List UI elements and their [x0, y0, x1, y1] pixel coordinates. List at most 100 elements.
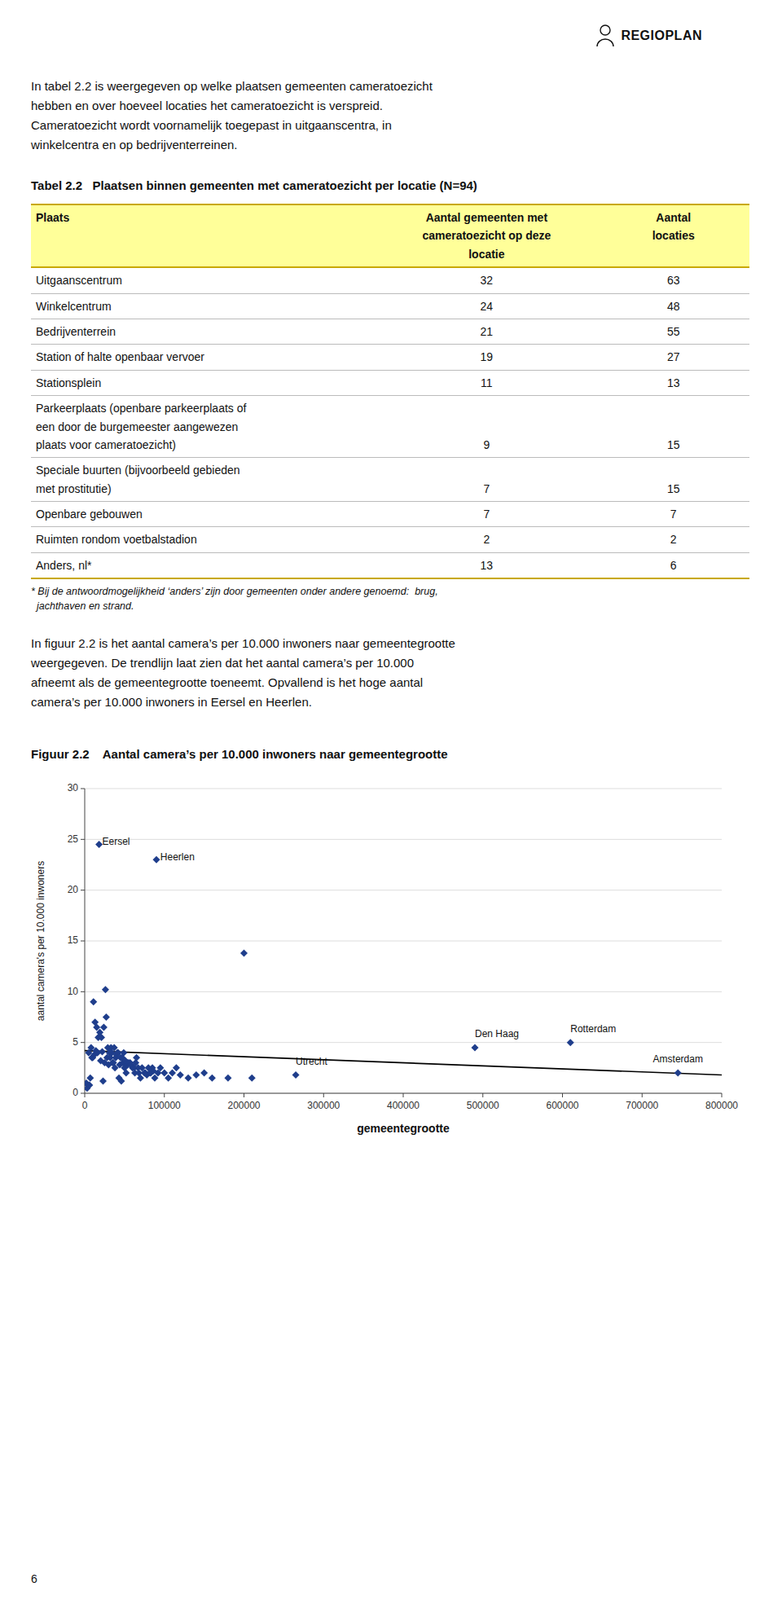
table-cell: Ruimten rondom voetbalstadion — [30, 527, 376, 553]
logo-head — [600, 25, 611, 36]
table-header-row: PlaatsAantal gemeenten met cameratoezich… — [30, 204, 750, 268]
scatter-point — [164, 1073, 172, 1081]
x-tick — [562, 1093, 563, 1098]
x-tick — [243, 1093, 245, 1098]
point-annotation: Utrecht — [295, 1054, 328, 1067]
table-row: Speciale buurten (bijvoorbeeld gebieden … — [30, 457, 750, 502]
table-cell: Anders, nl* — [30, 552, 376, 579]
footer-number: 6 — [30, 1572, 38, 1586]
y-tick-label: 20 — [67, 883, 80, 895]
table-cell: Bedrijventerrein — [30, 318, 376, 344]
table-row: Stationsplein1113 — [30, 369, 750, 396]
table-header-cell: Plaats — [30, 204, 376, 268]
y-tick-label: 25 — [67, 832, 80, 844]
intro: In tabel 2.2 is weergegeven op welke pla… — [30, 76, 752, 155]
scatter-point — [192, 1071, 200, 1079]
scatter-point — [101, 985, 110, 993]
scatter-point — [208, 1073, 216, 1081]
table-body: Uitgaanscentrum3263Winkelcentrum2448Bedr… — [30, 267, 750, 579]
table-title: Tabel 2.2 Plaatsen binnen gemeenten met … — [30, 175, 752, 196]
scatter-point — [102, 1013, 110, 1021]
paragraph-line: camera’s per 10.000 inwoners in Eersel e… — [30, 692, 752, 712]
table-cell: 13 — [597, 369, 751, 396]
scatter-point — [156, 1063, 164, 1072]
scatter-point — [89, 997, 97, 1006]
scatter-point — [172, 1063, 181, 1072]
x-tick — [163, 1093, 165, 1098]
y-axis-label: aantal camera's per 10.000 inwoners — [35, 860, 47, 1020]
scatter-point — [248, 1073, 256, 1081]
table-row: Uitgaanscentrum3263 — [30, 267, 750, 294]
table-cell: 6 — [597, 552, 751, 579]
chart-title: Figuur 2.2 Aantal camera’s per 10.000 in… — [30, 744, 752, 765]
grid-line — [84, 1041, 722, 1043]
table-cell: 19 — [375, 344, 598, 370]
x-tick — [721, 1093, 723, 1098]
y-tick-label: 30 — [67, 782, 80, 794]
point-annotation: Heerlen — [160, 851, 195, 863]
x-tick-label: 400000 — [386, 1099, 420, 1112]
intro-line: winkelcentra en op bedrijventerreinen. — [30, 135, 752, 155]
logo-icon — [594, 23, 616, 49]
marks — [84, 840, 722, 1092]
grid — [84, 788, 722, 1094]
scatter-point — [152, 855, 160, 863]
table-cell: 2 — [375, 527, 598, 553]
table: PlaatsAantal gemeenten met cameratoezich… — [30, 203, 750, 580]
intro-line: In tabel 2.2 is weergegeven op welke pla… — [30, 76, 752, 97]
table-cell: Parkeerplaats (openbare parkeerplaats of… — [30, 395, 376, 458]
table-cell: 11 — [375, 369, 598, 396]
y-tick — [80, 990, 85, 992]
table-cell: 27 — [597, 344, 751, 370]
footnote-line: jachthaven en strand. — [30, 598, 752, 614]
grid-line — [84, 1092, 722, 1094]
y-tick-label: 15 — [67, 934, 80, 946]
point-annotation: Rotterdam — [570, 1022, 616, 1034]
point-annotation: Amsterdam — [653, 1053, 703, 1065]
table-cell: 55 — [597, 318, 751, 344]
scatter-point — [168, 1068, 176, 1077]
scatter-point — [184, 1073, 193, 1081]
annotations: Eersel Heerlen Den Haag Rotterdam Amsterdam U… — [102, 835, 703, 1067]
point-annotation: Den Haag — [474, 1027, 519, 1039]
content: REGIOPLAN In tabel 2.2 is weergegeven op … — [30, 19, 752, 1141]
table-cell: 9 — [375, 395, 598, 458]
y-tick-label: 0 — [72, 1086, 79, 1099]
paragraph-line: afneemt als de gemeentegrootte toeneemt.… — [30, 672, 752, 693]
footnote: * Bij de antwoordmogelijkheid ‘anders’ z… — [30, 584, 752, 614]
scatter-point — [85, 1080, 93, 1089]
table-cell: Uitgaanscentrum — [30, 267, 376, 294]
x-tick — [323, 1093, 325, 1098]
x-tick — [641, 1093, 643, 1098]
table-cell: 7 — [375, 501, 598, 528]
y-tick — [80, 940, 85, 941]
grid-line — [84, 889, 722, 891]
y-tick — [80, 1041, 85, 1043]
table-row: Station of halte openbaar vervoer1927 — [30, 344, 750, 370]
table-row: Openbare gebouwen77 — [30, 501, 750, 528]
intro-line: Cameratoezicht wordt voornamelijk toegep… — [30, 115, 752, 136]
table-header-cell: Aantal gemeenten met cameratoezicht op d… — [375, 204, 598, 268]
table-title-part: Plaatsen binnen gemeenten met cameratoez… — [82, 178, 478, 193]
grid-line — [84, 940, 722, 941]
grid-line — [84, 838, 722, 840]
paragraph: In figuur 2.2 is het aantal camera’s per… — [30, 633, 752, 712]
table-row: Winkelcentrum2448 — [30, 293, 750, 319]
paragraph-line: weergegeven. De trendlijn laat zien dat … — [30, 653, 752, 673]
logo: REGIOPLAN — [30, 19, 703, 53]
scatter-point — [176, 1071, 185, 1079]
table-head: PlaatsAantal gemeenten met cameratoezich… — [30, 204, 750, 268]
grid-line — [84, 787, 722, 789]
scatter-point — [160, 1068, 168, 1077]
x-tick — [403, 1093, 405, 1098]
point-annotation: Eersel — [102, 835, 131, 848]
table-cell: 15 — [597, 395, 751, 458]
x-tick-label: 200000 — [227, 1099, 260, 1112]
page: REGIOPLAN In tabel 2.2 is weergegeven op … — [0, 0, 782, 1600]
scatter-point — [98, 1047, 106, 1055]
table-cell: Openbare gebouwen — [30, 501, 376, 528]
footnote-line: * Bij de antwoordmogelijkheid ‘anders’ z… — [30, 584, 752, 599]
grid-line — [84, 990, 722, 992]
scatter-point — [86, 1073, 94, 1081]
logo-body — [597, 39, 614, 47]
